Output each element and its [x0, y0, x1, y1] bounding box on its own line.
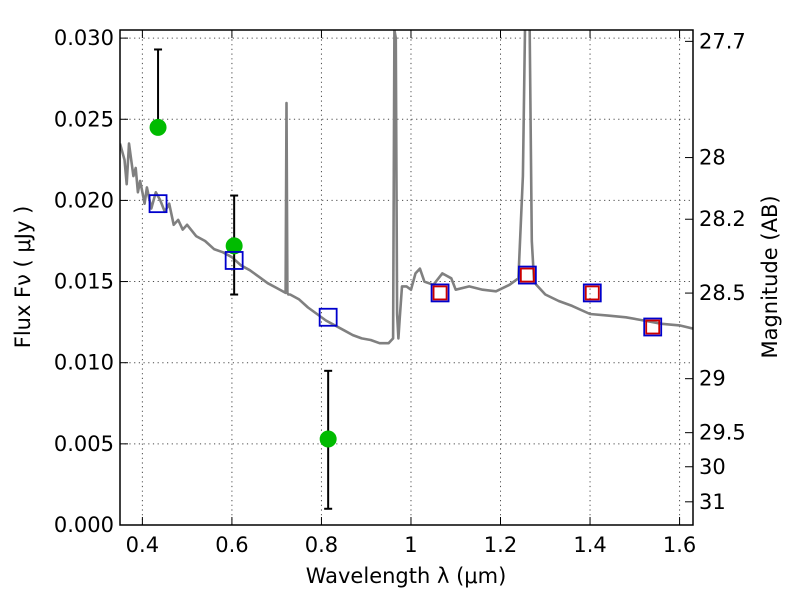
y-tick-label: 0.020	[54, 188, 114, 212]
x-axis-label: Wavelength λ (μm)	[306, 564, 507, 588]
y2-tick-label: 28.5	[699, 281, 746, 305]
y-tick-label: 0.000	[54, 513, 114, 537]
observed-flux-point	[319, 430, 337, 448]
y2-tick-label: 30	[699, 455, 726, 479]
y-tick-label: 0.010	[54, 351, 114, 375]
tick-layer: 0.4 0.6 0.8 1 1.2 1.4 1.6 0.000 0.005 0.010 0.015 0…	[54, 26, 746, 557]
synthetic-flux-square	[432, 285, 448, 301]
x-tick-label: 1.2	[484, 533, 517, 557]
model-flux-square	[582, 283, 602, 303]
model-flux-square	[318, 307, 338, 327]
y-axis-label: Flux Fν ( μJy )	[11, 206, 35, 349]
y-tick-label: 0.005	[54, 432, 114, 456]
model-flux-square	[517, 265, 537, 285]
y2-tick-label: 29.5	[699, 421, 746, 445]
x-tick-label: 0.8	[305, 533, 338, 557]
model-flux-square	[643, 317, 663, 337]
y2-axis-label: Magnitude (AB)	[758, 195, 782, 358]
model-flux-square	[148, 194, 168, 214]
y2-tick-label: 27.7	[699, 29, 746, 53]
x-tick-label: 1.4	[573, 533, 606, 557]
observed-flux-point	[149, 118, 167, 136]
y2-tick-label: 28	[699, 146, 726, 170]
y-tick-label: 0.030	[54, 26, 114, 50]
x-tick-label: 0.6	[215, 533, 248, 557]
y-tick-label: 0.025	[54, 107, 114, 131]
synthetic-flux-square	[645, 319, 661, 335]
plot-frame	[119, 29, 694, 526]
model-flux-square	[430, 283, 450, 303]
plot-area	[120, 30, 693, 510]
grid-layer	[120, 30, 693, 526]
synthetic-flux-square	[519, 267, 535, 283]
series-layer	[120, 30, 693, 510]
y-tick-label: 0.015	[54, 270, 114, 294]
x-tick-label: 1	[404, 533, 417, 557]
x-tick-label: 0.4	[126, 533, 159, 557]
y2-tick-label: 31	[699, 490, 726, 514]
y2-tick-label: 29	[699, 367, 726, 391]
model-spectrum-line	[120, 30, 693, 345]
observed-flux-point	[225, 237, 243, 255]
model-flux-square	[224, 251, 244, 270]
synthetic-flux-square	[584, 285, 600, 301]
x-tick-label: 1.6	[663, 533, 696, 557]
y2-tick-label: 28.2	[699, 207, 746, 231]
